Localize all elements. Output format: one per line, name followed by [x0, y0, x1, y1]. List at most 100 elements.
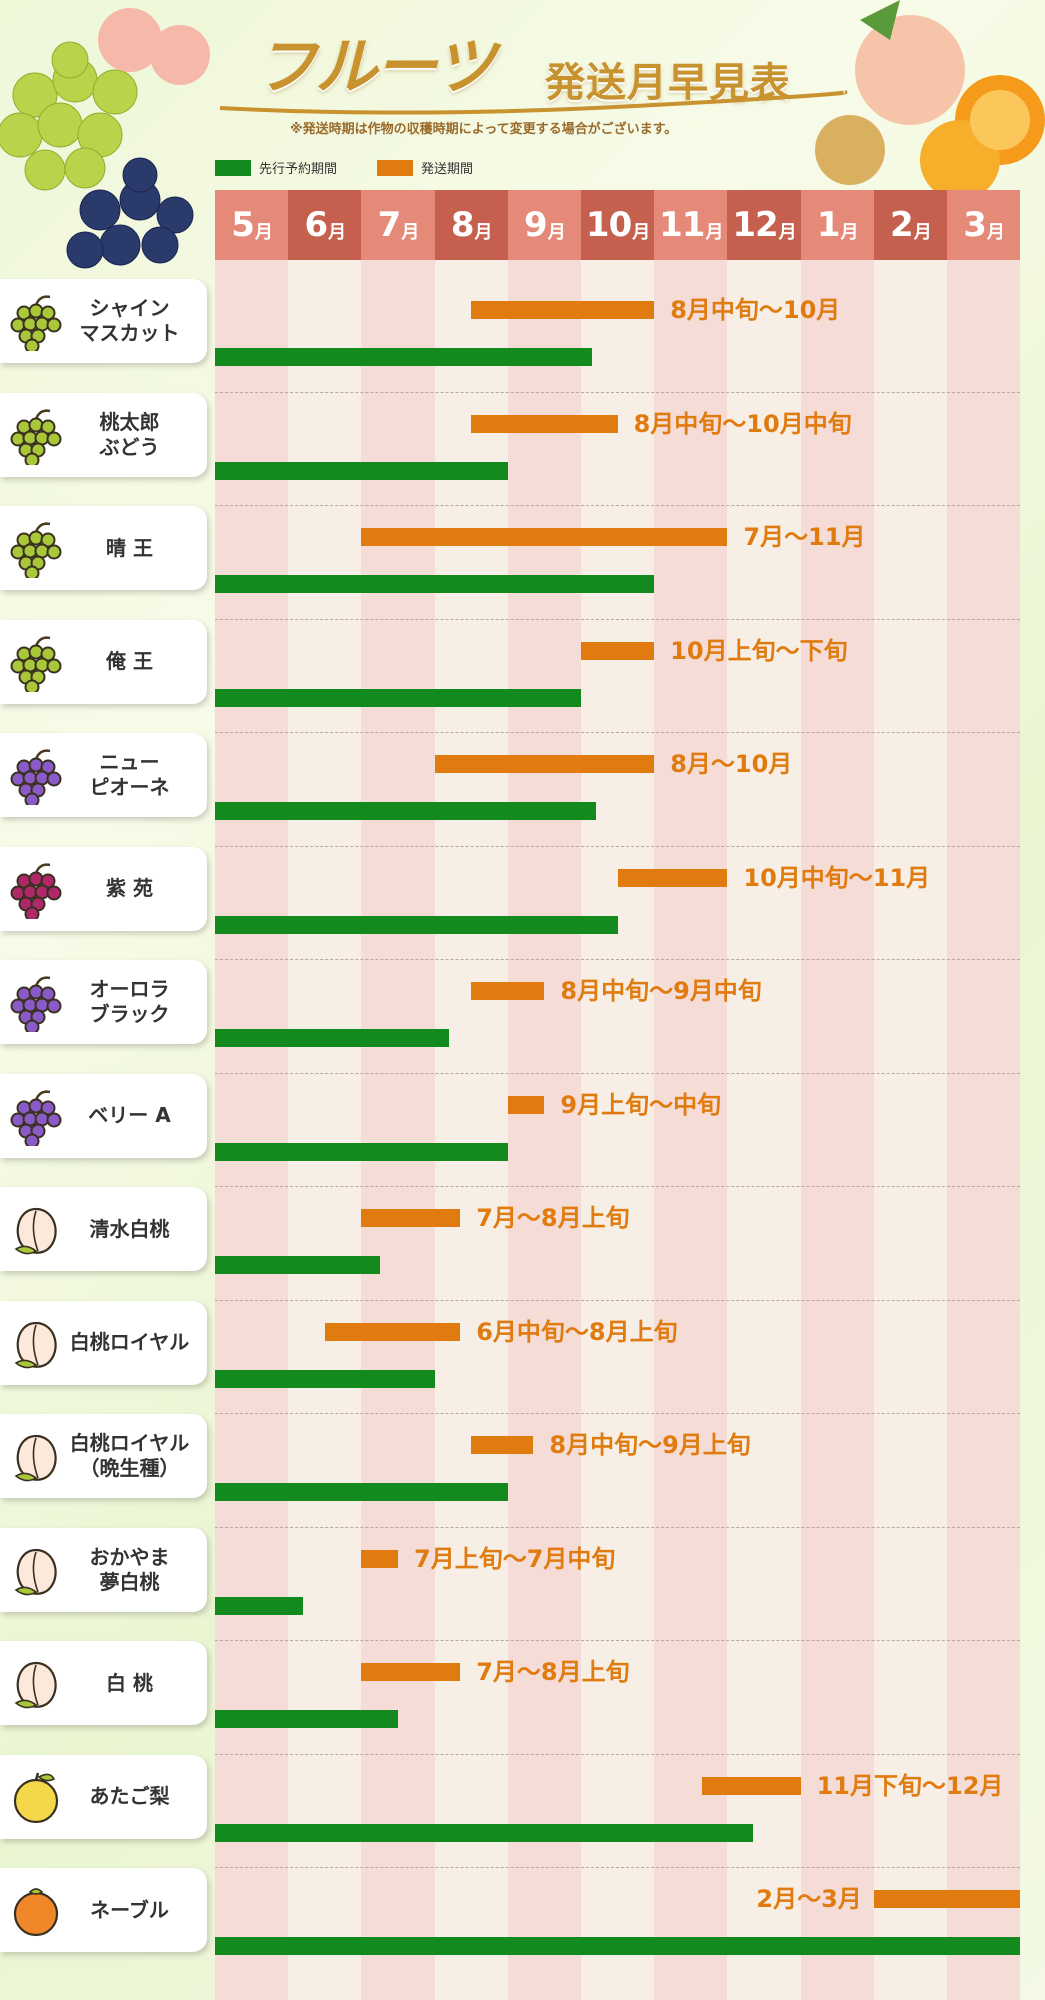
ship-period-bar [873, 1890, 1021, 1908]
fruit-label-card: ベリー A [0, 1073, 207, 1158]
month-number: 8 [450, 205, 475, 245]
month-column-band [507, 260, 581, 2000]
row-separator [215, 1640, 1020, 1641]
ship-period-bar [617, 868, 728, 887]
month-unit: 月 [328, 222, 346, 243]
grapes-decoration-icon [0, 8, 210, 269]
green-grape-icon [10, 408, 62, 465]
ship-period-bar [471, 301, 655, 319]
ship-period-bar [701, 1776, 801, 1795]
row-separator [215, 959, 1020, 960]
ship-period-bar [471, 414, 618, 433]
row-separator [215, 1413, 1020, 1414]
page-title: フルーツ [255, 30, 496, 103]
legend-swatch-preorder [215, 159, 251, 176]
month-unit: 月 [986, 222, 1005, 243]
fruit-label-card: 清水白桃 [0, 1187, 207, 1271]
month-unit: 月 [705, 222, 723, 243]
ship-period-bar [471, 982, 545, 1000]
month-unit: 月 [778, 222, 797, 243]
fruit-label-card: 俺 王 [0, 619, 207, 704]
ship-period-label: 9月上旬～中旬 [560, 1090, 722, 1119]
preorder-period-bar [215, 1596, 303, 1615]
month-header: 12 月 [727, 190, 801, 260]
preorder-period-bar [215, 1483, 508, 1501]
preorder-period-bar [215, 461, 508, 480]
green-grape-icon [10, 295, 62, 351]
month-number: 11 [659, 205, 705, 245]
notice-text: ※発送時期は作物の収穫時期によって変更する場合がございます。 [290, 122, 678, 137]
month-unit: 月 [474, 222, 493, 243]
fruit-name: オーロラ ブラック [89, 977, 170, 1026]
title-area: フルーツ 発送月早見表 [215, 10, 855, 120]
month-unit: 月 [401, 222, 419, 243]
row-separator [215, 1072, 1020, 1074]
ship-period-label: 8月中旬～9月上旬 [549, 1431, 751, 1459]
peach-icon [14, 1661, 57, 1709]
legend: 先行予約期間 発送期間 [215, 158, 473, 177]
row-separator [215, 845, 1020, 847]
month-unit: 月 [913, 222, 932, 243]
ship-period-label: 8月～10月 [670, 750, 793, 778]
month-column-band [288, 260, 362, 2000]
month-column-band [215, 260, 289, 2000]
ship-period-bar [507, 1095, 545, 1114]
ship-period-bar [434, 755, 655, 773]
title-swoosh-icon [219, 90, 848, 115]
fruit-name: おかやま 夢白桃 [89, 1544, 170, 1594]
preorder-period-bar [215, 1369, 435, 1388]
ship-period-bar [361, 528, 728, 546]
legend-label-ship: 発送期間 [421, 162, 474, 177]
ship-period-label: 10月中旬～11月 [743, 863, 931, 892]
peach-icon [14, 1548, 57, 1595]
row-separator [215, 1753, 1020, 1755]
fruit-name: 白 桃 [106, 1670, 153, 1695]
month-number: 6 [304, 205, 328, 245]
month-number: 10 [585, 205, 632, 245]
month-number: 9 [524, 205, 548, 245]
chart-grid: 5 月 6 月 7 月 8 月 9 月 10 月 11 月 12 月 1 月 2 月 3 月 8月中旬～10月 8月中旬～10… [215, 190, 1021, 2000]
peach-icon [14, 1434, 57, 1482]
fruit-label-card: ニュー ピオーネ [0, 733, 207, 817]
month-header: 11 月 [654, 190, 728, 260]
orange-icon [13, 1888, 59, 1937]
fruit-name: 清水白桃 [89, 1216, 170, 1241]
preorder-period-bar [215, 1937, 1021, 1955]
fruit-label-card: 白 桃 [0, 1641, 207, 1725]
row-separator [215, 732, 1020, 733]
fruit-label-card: シャイン マスカット [0, 279, 207, 363]
fruit-label-card: あたご梨 [0, 1754, 207, 1839]
fruit-name: 白桃ロイヤル （晩生種） [69, 1431, 190, 1480]
row-separator [215, 1186, 1020, 1187]
ship-period-bar [471, 1436, 534, 1454]
month-column-band [434, 260, 508, 2000]
legend-item-ship: 発送期間 [377, 158, 473, 177]
month-unit: 月 [840, 222, 859, 243]
fruit-label-card: おかやま 夢白桃 [0, 1527, 207, 1612]
preorder-period-bar [215, 688, 581, 707]
preorder-period-bar [215, 1256, 380, 1274]
month-column-band [947, 260, 1021, 2000]
row-separator [215, 618, 1020, 620]
fruit-name: 紫 苑 [106, 876, 153, 900]
preorder-period-bar [215, 348, 592, 366]
month-number: 2 [890, 205, 914, 245]
fruit-name: 俺 王 [106, 649, 153, 673]
purple-grape-icon [10, 976, 62, 1032]
month-number: 5 [231, 205, 255, 245]
fruit-label-card: 白桃ロイヤル [0, 1300, 207, 1385]
ship-period-bar [581, 641, 655, 660]
ship-period-bar [361, 1549, 398, 1568]
fruit-label-card: 紫 苑 [0, 846, 207, 931]
purple-grape-icon [10, 1089, 62, 1146]
ship-period-label: 8月中旬～9月中旬 [560, 977, 762, 1005]
ship-period-bar [361, 1663, 461, 1681]
purple-grape-icon [10, 749, 62, 805]
month-column-band [654, 260, 728, 2000]
ship-period-label: 8月中旬～10月中旬 [633, 409, 852, 438]
month-unit: 月 [254, 222, 273, 243]
fruit-name: ベリー A [88, 1103, 171, 1127]
pear-icon [13, 1772, 59, 1823]
